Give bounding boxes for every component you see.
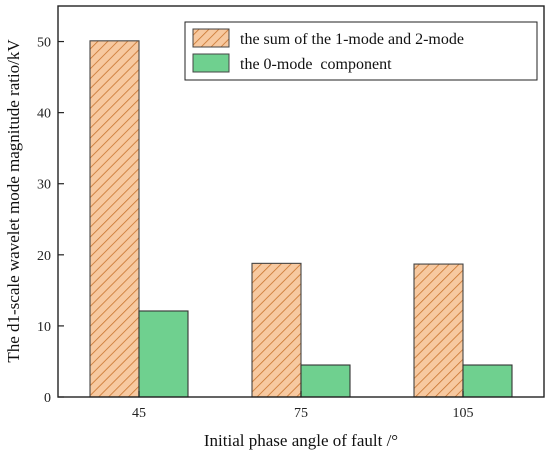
legend: the sum of the 1-mode and 2-mode the 0-mo… — [184, 21, 538, 81]
bar-series-2-75 — [300, 364, 351, 398]
y-tick-label: 30 — [37, 178, 51, 193]
x-ticks: 45 75 105 — [132, 391, 474, 421]
legend-label-2: the 0-mode component — [240, 56, 392, 73]
x-tick-label: 75 — [294, 406, 308, 421]
bar-series-2-45 — [138, 310, 189, 398]
legend-swatch-1 — [192, 28, 230, 48]
legend-box — [184, 21, 538, 81]
y-ticks: 0 10 20 30 40 50 — [37, 36, 64, 406]
legend-label-1: the sum of the 1-mode and 2-mode — [240, 31, 464, 48]
x-tick-label: 45 — [132, 406, 146, 421]
bar-series-1-75 — [251, 262, 302, 398]
legend-swatch-2 — [192, 53, 230, 73]
bar-series-2-105 — [462, 364, 513, 398]
y-tick-label: 40 — [37, 107, 51, 122]
y-tick-label: 20 — [37, 249, 51, 264]
bar-series-1-105 — [413, 263, 464, 398]
y-axis-title: The d1-scale wavelet mode magnitude rati… — [4, 39, 23, 363]
x-axis-title: Initial phase angle of fault /° — [204, 431, 398, 450]
y-tick-label: 10 — [37, 320, 51, 335]
bars — [89, 40, 513, 398]
bar-series-1-45 — [89, 40, 140, 398]
y-tick-label: 50 — [37, 36, 51, 51]
y-tick-label: 0 — [44, 391, 51, 406]
x-tick-label: 105 — [453, 406, 474, 421]
plot-frame — [57, 5, 545, 398]
